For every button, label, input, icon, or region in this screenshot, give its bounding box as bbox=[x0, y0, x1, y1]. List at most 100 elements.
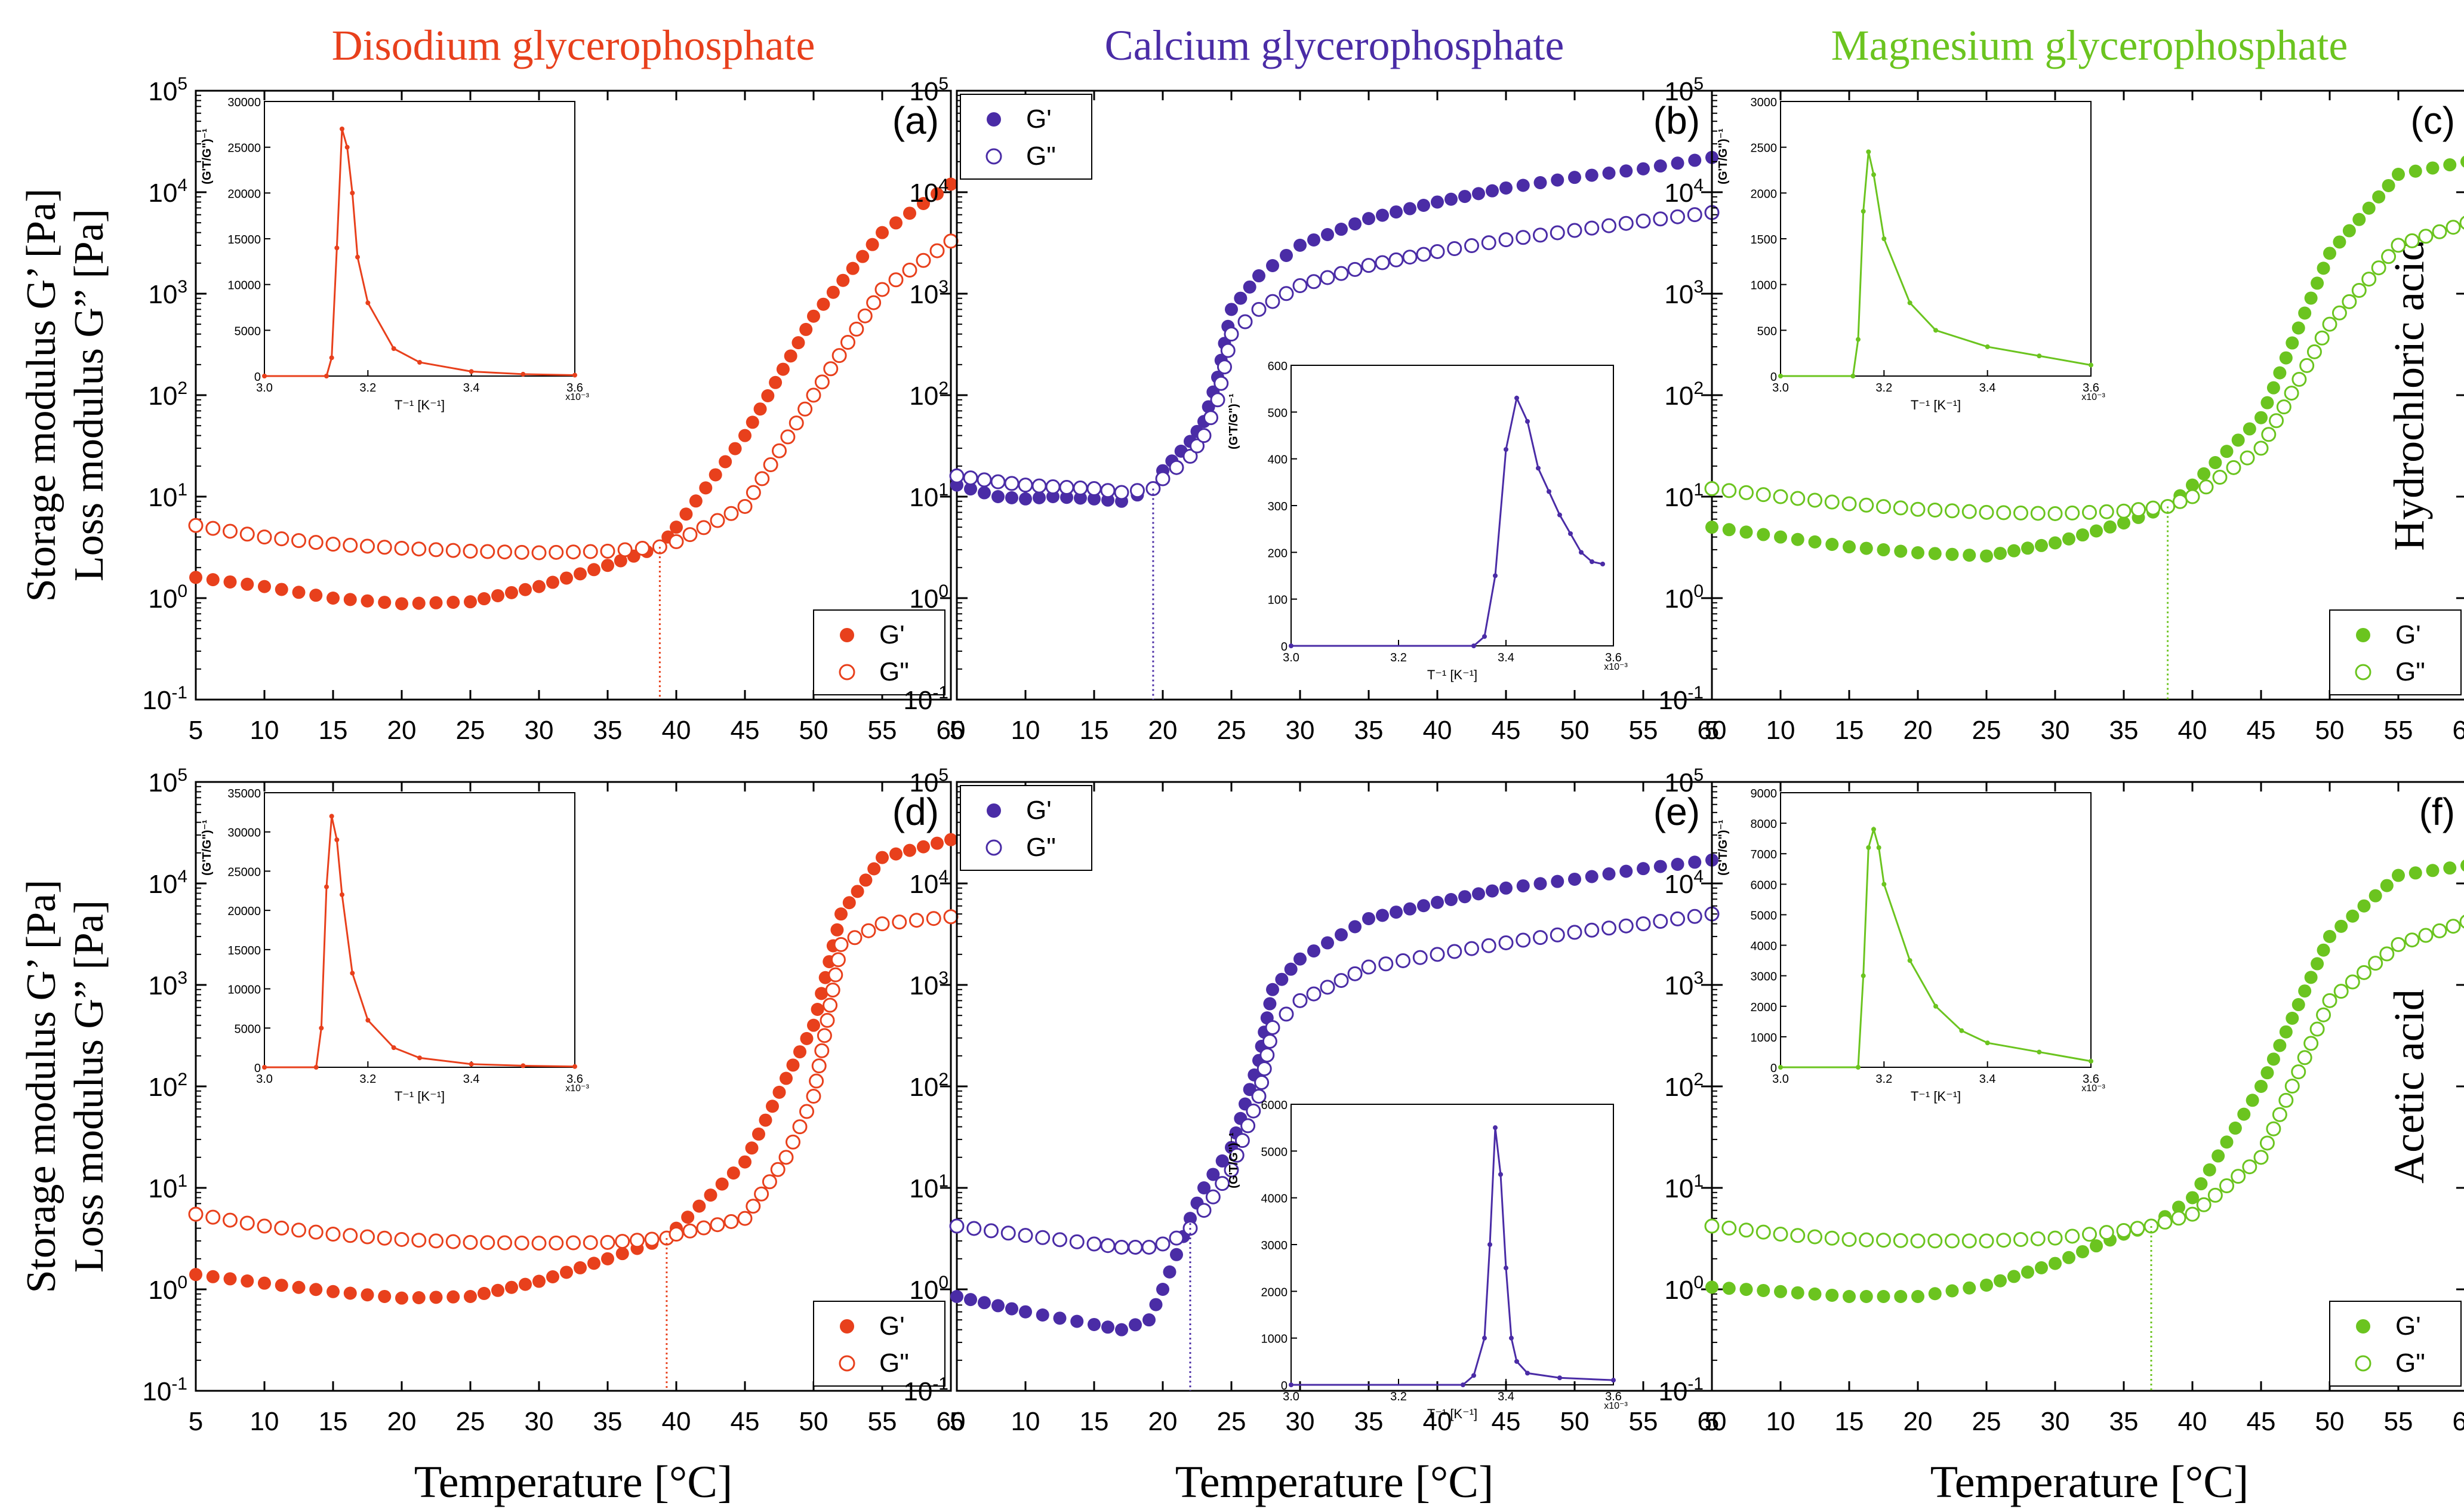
x-tick-label: 10 bbox=[250, 716, 279, 745]
data-point-storage bbox=[2368, 889, 2382, 903]
data-point-loss bbox=[2309, 1021, 2325, 1037]
data-point-loss bbox=[2082, 1227, 2097, 1242]
data-point-storage bbox=[2007, 544, 2021, 558]
x-tick-label: 10 bbox=[1011, 716, 1040, 745]
inset-y-tick-label: 0 bbox=[1281, 640, 1288, 654]
panel-tag: (b) bbox=[1653, 99, 1700, 142]
data-point-loss bbox=[1155, 1236, 1171, 1252]
y-tick-label: 103 bbox=[1664, 968, 1704, 1000]
inset-y-tick-label: 4000 bbox=[1261, 1193, 1288, 1206]
data-point-loss bbox=[2116, 1222, 2132, 1238]
x-tick-label: 35 bbox=[1354, 716, 1384, 745]
data-point-storage bbox=[1243, 280, 1256, 294]
inset-x-tick-label: 3.2 bbox=[359, 1073, 376, 1086]
inset-point bbox=[1778, 1065, 1783, 1070]
inset-y-tick-label: 30000 bbox=[227, 827, 261, 840]
data-point-storage bbox=[429, 1291, 443, 1304]
data-point-storage bbox=[859, 873, 873, 887]
inset-x-tick-label: 3.2 bbox=[1875, 1073, 1892, 1086]
data-point-loss bbox=[2299, 358, 2315, 373]
data-point-loss bbox=[2368, 956, 2383, 971]
data-point-storage bbox=[378, 596, 392, 609]
y-tick-label: 101 bbox=[148, 1171, 187, 1203]
data-point-storage bbox=[1602, 867, 1616, 881]
data-point-loss bbox=[1876, 499, 1891, 515]
data-point-loss bbox=[1035, 1230, 1051, 1245]
data-point-loss bbox=[2157, 1214, 2173, 1230]
data-point-loss bbox=[2303, 1036, 2319, 1051]
data-point-storage bbox=[746, 415, 759, 429]
data-point-loss bbox=[949, 1218, 965, 1234]
data-point-loss bbox=[1279, 1006, 1294, 1022]
data-point-storage bbox=[1859, 1290, 1873, 1303]
inset-point bbox=[365, 300, 371, 306]
data-point-storage bbox=[1994, 547, 2007, 561]
data-point-storage bbox=[1307, 944, 1320, 958]
x-tick-label: 25 bbox=[1217, 716, 1246, 745]
x-tick-label: 55 bbox=[2384, 1407, 2413, 1436]
x-tick-label: 5 bbox=[950, 1407, 964, 1436]
data-point-storage bbox=[1994, 1274, 2007, 1288]
data-point-storage bbox=[2260, 1066, 2274, 1080]
data-point-loss bbox=[789, 415, 804, 431]
data-point-loss bbox=[1704, 1218, 1720, 1234]
inset-point bbox=[1778, 374, 1783, 378]
data-point-loss bbox=[1807, 1229, 1822, 1245]
inset-point bbox=[1536, 466, 1541, 471]
inset-y-tick-label: 6000 bbox=[1751, 879, 1778, 892]
inset-y-tick-label: 8000 bbox=[1751, 818, 1778, 831]
inset-point bbox=[350, 190, 355, 196]
inset-x-label: T⁻¹ [K⁻¹] bbox=[395, 1089, 445, 1104]
inset-point bbox=[2089, 362, 2093, 368]
data-point-storage bbox=[478, 592, 491, 606]
data-point-storage bbox=[2266, 1052, 2280, 1066]
data-point-loss bbox=[963, 470, 978, 486]
x-tick-label: 15 bbox=[319, 1407, 348, 1436]
inset-curve bbox=[1781, 826, 2092, 1068]
legend-marker-storage bbox=[987, 112, 1001, 127]
data-point-loss bbox=[1670, 911, 1685, 926]
data-point-loss bbox=[1498, 232, 1514, 248]
inset-x-label: T⁻¹ [K⁻¹] bbox=[1427, 667, 1477, 682]
data-point-storage bbox=[532, 1274, 546, 1288]
data-point-loss bbox=[1224, 1162, 1239, 1178]
inset-y-tick-label: 30000 bbox=[227, 96, 261, 109]
data-point-storage bbox=[704, 1188, 717, 1202]
data-point-loss bbox=[1893, 500, 1908, 516]
column-title: Magnesium glycerophosphate bbox=[1831, 21, 2348, 69]
data-point-loss bbox=[308, 535, 324, 550]
data-point-storage bbox=[1705, 521, 1718, 534]
legend-box bbox=[813, 1301, 945, 1387]
inset-y-label: (G'T/G")⁻¹ bbox=[1717, 128, 1730, 184]
data-point-storage bbox=[709, 468, 722, 482]
data-point-loss bbox=[2331, 305, 2347, 321]
data-point-storage bbox=[189, 1268, 202, 1282]
data-point-storage bbox=[2237, 1107, 2251, 1121]
x-tick-label: 15 bbox=[1835, 1407, 1864, 1436]
x-tick-label: 10 bbox=[250, 1407, 279, 1436]
data-point-storage bbox=[574, 1261, 587, 1274]
data-point-loss bbox=[531, 1236, 547, 1251]
data-point-storage bbox=[1877, 1290, 1890, 1303]
data-point-loss bbox=[343, 537, 358, 553]
data-point-storage bbox=[1335, 223, 1348, 236]
data-point-storage bbox=[1739, 525, 1753, 539]
data-point-storage bbox=[1551, 874, 1564, 888]
data-point-loss bbox=[943, 233, 959, 249]
data-point-loss bbox=[1636, 916, 1651, 932]
x-tick-label: 40 bbox=[1423, 716, 1452, 745]
x-tick-label: 55 bbox=[1629, 716, 1658, 745]
data-point-loss bbox=[1396, 953, 1410, 968]
y-tick-label: 101 bbox=[909, 480, 948, 512]
data-point-loss bbox=[1100, 483, 1116, 498]
data-point-loss bbox=[2306, 344, 2322, 359]
data-point-loss bbox=[1203, 410, 1218, 426]
inset-y-tick-label: 15000 bbox=[227, 233, 261, 247]
y-axis-label: Loss modulus G” [Pa] bbox=[66, 900, 112, 1273]
inset-y-tick-label: 0 bbox=[254, 371, 261, 384]
x-tick-label: 10 bbox=[1766, 716, 1795, 745]
data-point-storage bbox=[1791, 532, 1804, 546]
x-tick-label: 30 bbox=[525, 1407, 554, 1436]
data-point-storage bbox=[1963, 549, 1976, 562]
